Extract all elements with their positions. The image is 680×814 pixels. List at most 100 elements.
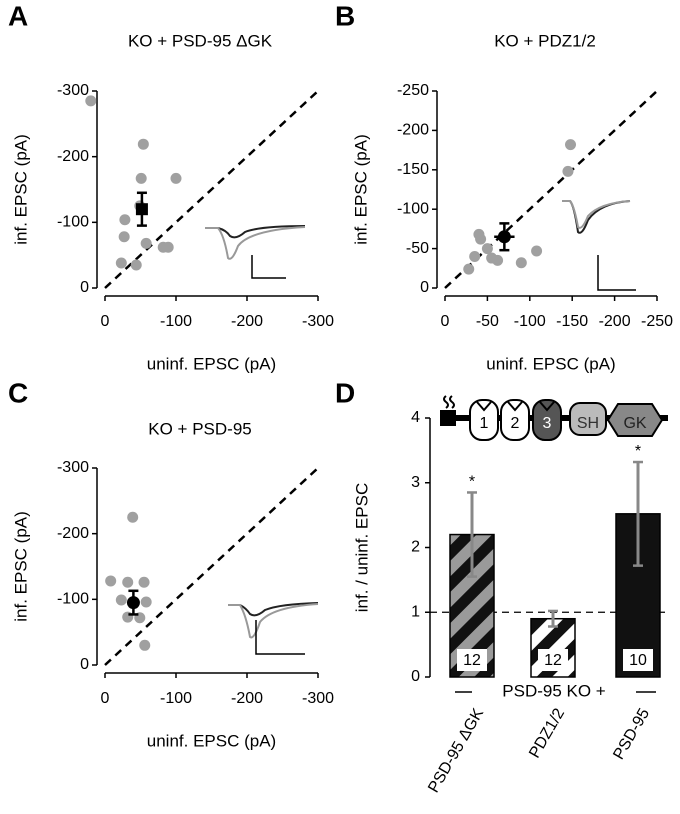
inset-trace-b	[562, 200, 636, 291]
data-point	[122, 576, 134, 588]
data-point	[127, 511, 139, 523]
x-tick-label: -300	[302, 690, 334, 707]
x-tick-label: -100	[160, 313, 192, 330]
chart-title: KO + PSD-95	[148, 419, 251, 438]
data-point	[481, 243, 493, 255]
x-tick-label: -150	[556, 313, 588, 330]
data-point	[85, 95, 97, 107]
significance-marker: *	[635, 443, 641, 460]
y-tick-label: -200	[57, 525, 89, 542]
data-point	[463, 263, 475, 275]
y-tick-label: -100	[397, 200, 429, 217]
chart-title: KO + PDZ1/2	[494, 31, 596, 50]
y-tick-label: -300	[57, 82, 89, 99]
data-point	[115, 257, 127, 269]
data-point	[162, 241, 174, 253]
x-tick-label: 0	[441, 313, 450, 330]
data-point	[138, 576, 150, 588]
y-tick-label: -250	[397, 82, 429, 99]
y-axis-label: inf. EPSC (pA)	[11, 511, 30, 622]
y-tick-label: 0	[411, 668, 420, 685]
x-axis-label: PSD-95 KO +	[502, 681, 606, 700]
x-tick-label: -50	[476, 313, 499, 330]
domain-label: 3	[543, 415, 552, 432]
data-point	[115, 594, 127, 606]
n-label: 10	[629, 652, 647, 669]
y-tick-label: 3	[411, 474, 420, 491]
data-point	[139, 639, 151, 651]
data-point	[140, 596, 152, 608]
x-tick-label: 0	[101, 313, 110, 330]
y-tick-label: -100	[57, 214, 89, 231]
x-tick-label: -200	[231, 690, 263, 707]
x-tick-label: PSD-95	[610, 706, 653, 763]
data-point	[130, 259, 142, 271]
data-point	[562, 165, 574, 177]
unity-line	[444, 90, 658, 289]
y-tick-label: 2	[411, 539, 420, 556]
n-label: 12	[544, 652, 562, 669]
y-axis-label: inf. / uninf. EPSC	[352, 483, 371, 612]
data-point	[170, 172, 182, 184]
x-tick-label: -200	[231, 313, 263, 330]
y-tick-label: -300	[57, 459, 89, 476]
data-point	[140, 237, 152, 249]
x-tick-label: 0	[101, 690, 110, 707]
y-tick-label: -200	[57, 148, 89, 165]
n-label: 12	[463, 652, 481, 669]
data-point	[135, 172, 147, 184]
domain-label: GK	[623, 415, 646, 432]
data-point	[118, 231, 130, 243]
y-axis-label: inf. EPSC (pA)	[11, 134, 30, 245]
y-tick-label: -50	[406, 240, 429, 257]
data-point	[565, 139, 577, 151]
domain-diagram	[440, 395, 668, 441]
domain-label: SH	[577, 415, 599, 432]
significance-marker: *	[469, 474, 475, 491]
inset-trace-c	[228, 602, 319, 655]
n-box	[457, 649, 487, 671]
data-point	[105, 575, 117, 587]
x-tick-label: -200	[599, 313, 631, 330]
panel-label: A	[8, 0, 28, 31]
data-point	[137, 138, 149, 150]
domain-label: 1	[480, 415, 489, 432]
x-tick-label: -100	[514, 313, 546, 330]
y-tick-label: -100	[57, 591, 89, 608]
x-tick-label: -250	[641, 313, 673, 330]
y-tick-label: -200	[397, 122, 429, 139]
y-tick-label: 1	[411, 603, 420, 620]
x-axis-label: uninf. EPSC (pA)	[486, 354, 615, 373]
data-point	[492, 254, 504, 266]
n-box	[623, 649, 653, 671]
x-tick-label: -300	[302, 313, 334, 330]
y-tick-label: 0	[420, 279, 429, 296]
x-tick-label: PSD-95 ΔGK	[425, 705, 487, 795]
inset-trace-a	[205, 225, 306, 279]
panel-label: B	[335, 0, 355, 31]
chart-title: KO + PSD-95 ΔGK	[128, 31, 273, 50]
x-tick-label: -100	[160, 690, 192, 707]
x-tick-label: PDZ1/2	[526, 706, 568, 762]
mean-point	[497, 230, 511, 244]
data-point	[469, 250, 481, 262]
y-tick-label: 4	[411, 409, 420, 426]
n-box	[538, 649, 568, 671]
domain-label: 2	[511, 415, 520, 432]
mean-point	[126, 596, 140, 610]
data-point	[475, 233, 487, 245]
data-point	[531, 245, 543, 257]
data-point	[515, 257, 527, 269]
y-tick-label: 0	[80, 656, 89, 673]
panel-label: C	[8, 377, 28, 408]
unity-line	[104, 467, 319, 666]
x-axis-label: uninf. EPSC (pA)	[147, 354, 276, 373]
x-axis-label: uninf. EPSC (pA)	[147, 731, 276, 750]
y-axis-label: inf. EPSC (pA)	[351, 134, 370, 245]
y-tick-label: -150	[397, 161, 429, 178]
data-point	[119, 214, 131, 226]
panel-label: D	[335, 377, 355, 408]
y-tick-label: 0	[80, 279, 89, 296]
mean-point	[135, 203, 148, 216]
